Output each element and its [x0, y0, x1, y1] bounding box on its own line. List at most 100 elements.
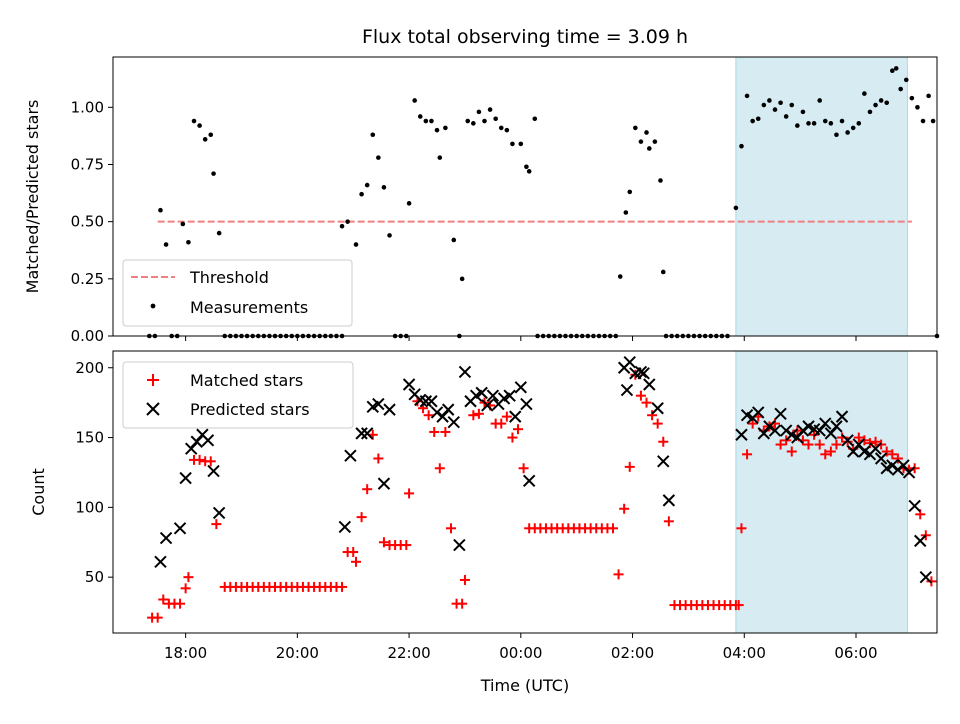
predicted-star-point: [662, 494, 676, 507]
chart-title: Flux total observing time = 3.09 h: [362, 26, 688, 48]
predicted-star-point: [383, 403, 396, 416]
x-tick-label: 22:00: [387, 644, 430, 662]
predicted-star-point: [425, 395, 438, 408]
matched-star-point: [736, 523, 747, 534]
matched-star-point: [742, 449, 753, 460]
y-tick-label: 1.00: [71, 98, 104, 116]
measurement-point: [476, 109, 482, 115]
matched-star-point: [920, 530, 931, 541]
measurement-point: [487, 107, 493, 112]
measurement-point: [744, 93, 750, 99]
matched-star-point: [513, 424, 524, 435]
measurement-point: [903, 77, 909, 83]
top-legend-box: [122, 259, 353, 327]
measurement-point: [423, 118, 429, 124]
measurement-point: [429, 118, 434, 124]
measurement-point: [504, 127, 510, 133]
predicted-star-point: [212, 506, 226, 520]
measurement-point: [482, 118, 487, 124]
measurement-point: [862, 91, 867, 96]
measurement-point: [834, 132, 839, 138]
matched-star-point: [457, 598, 468, 609]
predicted-star-point: [637, 367, 650, 380]
measurement-point: [532, 116, 538, 122]
predicted-star-point: [914, 534, 927, 548]
matched-star-point: [459, 574, 470, 585]
measurement-point: [652, 139, 658, 144]
measurement-point: [376, 155, 381, 160]
predicted-star-point: [360, 427, 374, 440]
measurement-point: [783, 114, 789, 119]
predicted-star-point: [835, 410, 849, 423]
predicted-star-point: [841, 434, 854, 447]
predicted-star-point: [735, 428, 748, 441]
matched-star-point: [378, 537, 389, 548]
bottom-legend: Matched stars Predicted stars: [122, 361, 354, 429]
matched-star-point: [429, 426, 440, 437]
measurement-point: [417, 114, 423, 119]
predicted-star-point: [458, 365, 472, 379]
matched-star-point: [175, 598, 186, 609]
matched-star-point: [647, 410, 658, 421]
matched-star-point: [423, 410, 434, 421]
measurement-point: [370, 132, 376, 138]
predicted-star-point: [623, 355, 636, 369]
predicted-star-point: [402, 378, 416, 391]
matched-star-point: [205, 456, 216, 467]
matched-star-point: [518, 463, 529, 474]
predicted-star-point: [752, 406, 765, 419]
measurement-point: [163, 242, 169, 247]
measurement-point: [915, 105, 920, 110]
legend-matched-label: Matched stars: [190, 371, 303, 390]
x-tick-label: 00:00: [499, 644, 542, 662]
measurement-point: [839, 118, 845, 124]
predicted-legend-swatch: [146, 402, 160, 416]
bottom-y-axis-label: Count: [29, 468, 48, 516]
matched-star-point: [211, 519, 222, 530]
predicted-star-point: [902, 466, 916, 479]
matched-star-point: [607, 523, 618, 534]
matched-star-point: [814, 439, 825, 450]
matched-star-point: [152, 612, 163, 623]
matched-star-point: [652, 418, 663, 429]
measurement-point: [459, 276, 465, 282]
predicted-star-point: [453, 538, 466, 552]
measurement-point: [646, 146, 652, 151]
y-tick-label: 0.25: [71, 270, 104, 288]
bottom-legend-box: [122, 361, 354, 429]
predicted-star-point: [486, 389, 500, 402]
predicted-star-point: [657, 455, 670, 468]
legend-measurements-label: Measurements: [190, 298, 308, 317]
x-tick-label: 18:00: [164, 644, 207, 662]
predicted-star-point: [179, 471, 192, 485]
x-tick-label: 06:00: [834, 644, 877, 662]
measurement-point: [795, 123, 800, 128]
matched-star-point: [825, 446, 836, 457]
measurement-point: [387, 233, 392, 238]
matched-star-point: [158, 594, 169, 605]
measurement-point: [510, 141, 515, 147]
measurement-point: [381, 185, 387, 190]
measurement-point: [498, 125, 504, 131]
matched-star-point: [892, 453, 903, 464]
measurement-point: [850, 125, 856, 131]
measurement-point: [524, 164, 529, 170]
measurement-point: [208, 132, 214, 138]
measurement-point: [364, 182, 370, 188]
measurement-point: [926, 93, 931, 99]
matched-star-point: [496, 418, 507, 429]
measurement-point: [800, 109, 806, 115]
ratio-panel: 0.00 0.25 0.50 0.75 1.00 Matched/Predicted s…: [23, 56, 940, 345]
measurement-legend-swatch: [150, 303, 156, 309]
matched-star-point: [619, 503, 630, 514]
measurement-point: [733, 205, 739, 211]
predicted-star-point: [377, 477, 391, 490]
top-axes-frame: [112, 56, 938, 337]
measurement-point: [202, 137, 208, 142]
matched-star-point: [870, 436, 881, 447]
matched-star-point: [641, 397, 652, 408]
top-y-axis-label: Matched/Predicted stars: [23, 100, 42, 294]
predicted-star-point: [344, 449, 357, 462]
matched-star-point: [613, 569, 624, 580]
